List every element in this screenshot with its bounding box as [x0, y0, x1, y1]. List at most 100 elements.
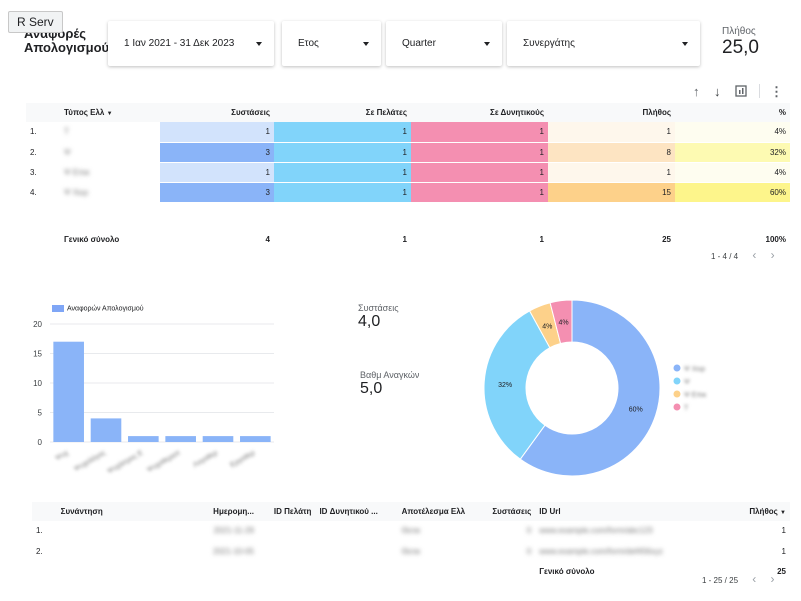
summary-pager: 1 - 4 / 4 ‹ › [711, 248, 775, 262]
sort-down-icon: ▼ [780, 510, 786, 516]
chevron-down-icon [682, 41, 688, 46]
kpi-referrals-value: 4,0 [358, 313, 381, 330]
bar [128, 436, 159, 442]
referrals-cell: 1 [160, 122, 274, 143]
table-row[interactable]: 2. 2021-10-05 Θετικ 0 www.example.com/fo… [32, 541, 790, 562]
prospect-id-column-header[interactable]: ID Δυνητικού ... [315, 502, 398, 521]
count-cell: 1 [736, 521, 790, 542]
meeting-cell [56, 521, 201, 542]
app-badge: R Serv [8, 11, 63, 33]
referrals-column-header[interactable]: Συστάσεις [481, 502, 536, 521]
prospects-cell: 1 [411, 142, 548, 163]
arrow-down-icon[interactable]: ↓ [714, 84, 721, 99]
year-filter[interactable]: Ετος [282, 21, 381, 66]
count-header-label: Πλήθος [749, 507, 778, 516]
count-cell: 1 [736, 541, 790, 562]
kpi-referrals: Συστάσεις 4,0 [358, 303, 399, 331]
arrow-up-icon[interactable]: ↑ [693, 84, 700, 99]
count-cell: 1 [548, 162, 675, 183]
chevron-down-icon [484, 41, 490, 46]
referrals-cell: 3 [160, 142, 274, 163]
export-icon[interactable] [735, 84, 748, 100]
legend-dot [673, 377, 681, 385]
date-range-filter[interactable]: 1 Ιαν 2021 - 31 Δεκ 2023 [108, 21, 274, 66]
kpi-count-value: 25,0 [722, 37, 759, 58]
quarter-filter-label: Quarter [402, 38, 436, 49]
meeting-column-header[interactable]: Συνάντηση [56, 502, 201, 521]
y-tick-label: 20 [33, 320, 42, 329]
total-count: 25 [736, 561, 790, 582]
referrals-column-header[interactable]: Συστάσεις [160, 103, 274, 122]
donut-slice [549, 299, 573, 345]
row-number: 1. [32, 521, 57, 542]
chevron-right-icon[interactable]: › [770, 572, 775, 586]
bar [202, 436, 234, 442]
table-row[interactable]: 4. Ψ Χειρ 3 1 1 15 60% [26, 182, 790, 203]
referrals-cell: 3 [160, 182, 274, 203]
referrals-cell: 1 [160, 162, 274, 183]
percent-column-header[interactable]: % [675, 103, 790, 122]
row-number: 1. [26, 122, 60, 143]
bar [53, 341, 84, 442]
kpi-count-label: Πλήθος [722, 26, 756, 37]
clients-column-header[interactable]: Σε Πελάτες [274, 103, 411, 122]
y-tick-label: 15 [33, 350, 42, 359]
table-row[interactable]: 2. Ψ 3 1 1 8 32% [26, 142, 790, 163]
count-column-header[interactable]: Πλήθος ▼ [736, 502, 790, 521]
legend-dot [673, 364, 681, 372]
client-id-cell [257, 521, 316, 542]
row-number: 3. [26, 162, 60, 183]
bar-chart: 0 5 10 15 20 Ψυχ Ψυχολόγος Ψυχίατρος Ε Ψυχοθεραπ… [33, 320, 274, 476]
legend-label: Ψ Επικ [684, 392, 707, 399]
percent-cell: 60% [675, 182, 790, 203]
referrals-cell: 0 [481, 521, 536, 542]
meeting-cell [56, 541, 201, 562]
sort-down-icon: ▼ [106, 111, 113, 117]
result-cell: Θετικ [397, 521, 482, 542]
donut-slice [519, 299, 661, 477]
row-number: 4. [26, 182, 60, 203]
url-cell: www.example.com/form/abc123 [535, 521, 737, 542]
donut-slice [483, 310, 551, 460]
type-cell: Ψ [60, 142, 160, 163]
result-column-header[interactable]: Αποτέλεσμα Ελλ [397, 502, 482, 521]
legend-dot [673, 390, 681, 398]
kpi-needs-label: Βαθμ Αναγκών [360, 370, 420, 380]
table-row[interactable]: 1. 2021-11-29 Θετικ 0 www.example.com/fo… [32, 521, 790, 542]
percent-cell: 4% [675, 122, 790, 143]
chevron-right-icon[interactable]: › [770, 248, 775, 262]
quarter-filter[interactable]: Quarter [386, 21, 502, 66]
legend-dot [673, 403, 681, 411]
total-label: Γενικό σύνολο [60, 229, 160, 250]
legend-swatch [52, 305, 64, 312]
bar [90, 418, 122, 442]
pager-text: 1 - 25 / 25 [702, 576, 739, 585]
url-column-header[interactable]: ID Url [535, 502, 737, 521]
prospects-column-header[interactable]: Σε Δυνητικούς [411, 103, 548, 122]
count-column-header[interactable]: Πλήθος [548, 103, 675, 122]
table-row[interactable]: 1. Τ 1 1 1 1 4% [26, 122, 790, 143]
table-row[interactable]: 3. Ψ Επικ 1 1 1 1 4% [26, 162, 790, 183]
type-column-header[interactable]: Τύπος Ελλ ▼ [60, 103, 160, 122]
partner-filter[interactable]: Συνεργάτης [507, 21, 700, 66]
type-cell: Τ [60, 122, 160, 143]
client-id-cell [257, 541, 316, 562]
more-vert-icon[interactable]: ⋮ [770, 84, 783, 99]
client-id-column-header[interactable]: ID Πελάτη [257, 502, 316, 521]
meetings-pager: 1 - 25 / 25 ‹ › [702, 572, 775, 586]
x-tick-label: Εργοθερ [229, 450, 256, 470]
chevron-left-icon[interactable]: ‹ [752, 248, 757, 262]
type-header-label: Τύπος Ελλ [64, 108, 105, 117]
chevron-left-icon[interactable]: ‹ [752, 572, 757, 586]
result-cell: Θετικ [397, 541, 482, 562]
date-cell: 2021-10-05 [200, 541, 258, 562]
count-cell: 15 [548, 182, 675, 203]
count-cell: 8 [548, 142, 675, 163]
total-row: Γενικό σύνολο 4 1 1 25 100% [26, 229, 790, 250]
y-tick-label: 0 [38, 438, 43, 447]
toolbar-divider [759, 84, 760, 98]
legend-label: Ψ [684, 379, 690, 386]
chevron-down-icon [363, 41, 369, 46]
date-column-header[interactable]: Ημερομη... [200, 502, 258, 521]
partner-filter-label: Συνεργάτης [523, 38, 575, 49]
